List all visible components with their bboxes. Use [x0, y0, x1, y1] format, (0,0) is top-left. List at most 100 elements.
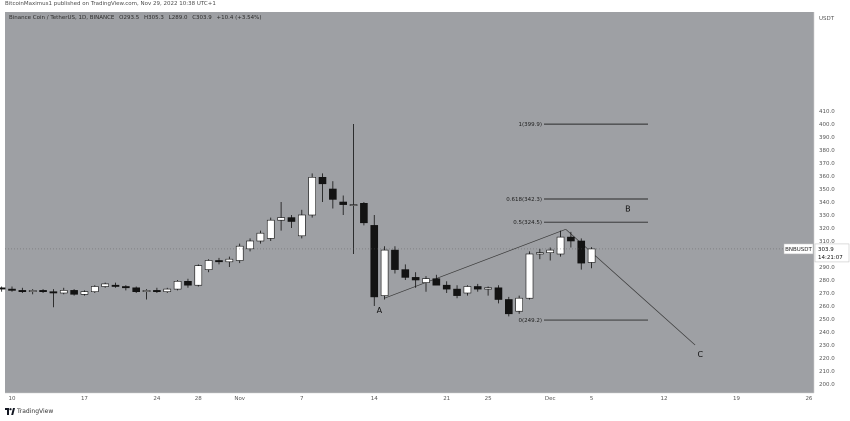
candle-body	[59, 290, 68, 294]
time-tick-label: 24	[153, 396, 160, 402]
price-tick-label: 200.0	[819, 382, 835, 388]
tradingview-footer[interactable]: TradingView	[5, 408, 53, 415]
time-tick-label: Dec	[545, 396, 556, 402]
ohlc-change: +10.4 (+3.54%)	[216, 15, 262, 21]
candle-body	[442, 284, 451, 290]
time-tick-label: 12	[661, 396, 668, 402]
candle-body	[28, 290, 37, 292]
candle-body	[546, 249, 555, 254]
wave-label: C	[697, 350, 703, 359]
price-tick-label: 410.0	[819, 109, 835, 115]
candle-body	[339, 201, 348, 205]
price-tick-label: 260.0	[819, 304, 835, 310]
candle-body	[111, 284, 120, 287]
candle-body	[567, 236, 575, 242]
candle-body	[101, 283, 109, 287]
symbol-title: Binance Coin / TetherUS, 1D, BINANCE	[9, 15, 115, 21]
price-tick-label: 310.0	[819, 239, 835, 245]
candle-body	[235, 245, 244, 261]
symbol-info: Binance Coin / TetherUS, 1D, BINANCE O29…	[9, 15, 265, 21]
candle-body	[39, 290, 47, 292]
candle-body	[91, 286, 99, 292]
price-tag-value: 303.9	[818, 247, 834, 253]
candle-body	[411, 277, 420, 281]
candle-body	[184, 280, 192, 286]
wave-label: B	[625, 205, 631, 214]
candle-body	[266, 219, 275, 239]
time-tick-label: 17	[81, 396, 88, 402]
candle-body	[484, 287, 492, 290]
candle-body	[577, 240, 586, 264]
candle-body	[18, 290, 27, 292]
candle-body	[587, 248, 596, 263]
candle-body	[297, 214, 306, 237]
wave-label: A	[377, 306, 383, 315]
price-tick-label: 280.0	[819, 278, 835, 284]
price-tick-label: 360.0	[819, 174, 835, 180]
time-tick-label: 21	[443, 396, 450, 402]
time-tick-label: 10	[9, 396, 16, 402]
price-tick-label: 380.0	[819, 148, 835, 154]
axis-currency-label: USDT	[819, 16, 835, 22]
candle-body	[132, 287, 140, 292]
candle-body	[49, 291, 58, 294]
candle-body	[463, 286, 472, 294]
candle-body	[70, 290, 78, 295]
candle-body	[287, 217, 296, 222]
time-tick-label: Nov	[234, 396, 245, 402]
candle-body	[556, 236, 565, 255]
time-tick-label: 14	[371, 396, 378, 402]
candle-body	[142, 290, 151, 292]
candle-body	[525, 253, 534, 299]
candle-body	[453, 288, 461, 296]
trend-line	[565, 229, 696, 346]
candle-body	[204, 260, 213, 270]
time-tick-label: 5	[590, 396, 594, 402]
price-tick-label: 400.0	[819, 122, 835, 128]
candle-body	[422, 278, 430, 283]
trend-line	[384, 228, 566, 299]
price-tick-label: 290.0	[819, 265, 835, 271]
candle-body	[277, 217, 285, 221]
candle-body	[318, 177, 327, 185]
ohlc-open: O293.5	[119, 15, 140, 21]
candle-body	[515, 297, 523, 312]
fib-level-label: 1(399.9)	[518, 122, 542, 128]
candle-body	[391, 249, 399, 270]
price-tag-countdown: 14:21:07	[818, 255, 843, 261]
price-tick-label: 270.0	[819, 291, 835, 297]
price-axis	[814, 12, 850, 393]
plot-area	[5, 12, 814, 393]
ohlc-high: H305.3	[144, 15, 164, 21]
fib-level-label: 0.618(342.3)	[506, 197, 542, 203]
candle-body	[329, 188, 337, 200]
candle-body	[194, 265, 203, 286]
ohlc-close: C303.9	[192, 15, 212, 21]
fib-level-label: 0.5(324.5)	[513, 220, 542, 226]
candle-body	[536, 252, 544, 255]
candle-body	[163, 288, 172, 293]
candle-body	[432, 278, 441, 286]
price-tick-label: 330.0	[819, 213, 835, 219]
time-tick-label: 26	[805, 396, 812, 402]
time-tick-label: 19	[733, 396, 740, 402]
candle-body	[0, 287, 6, 290]
price-tick-label: 340.0	[819, 200, 835, 206]
price-tick-label: 250.0	[819, 317, 835, 323]
time-tick-label: 28	[195, 396, 202, 402]
candle-body	[370, 225, 379, 298]
candle-body	[225, 258, 234, 263]
candle-body	[246, 240, 254, 250]
ohlc-low: L289.0	[168, 15, 188, 21]
candle-body	[256, 232, 265, 242]
candle-body	[80, 291, 89, 295]
price-tick-label: 210.0	[819, 369, 835, 375]
candle-body	[215, 260, 223, 263]
candle-body	[349, 204, 358, 206]
time-tick-label: 25	[485, 396, 492, 402]
price-tick-label: 240.0	[819, 330, 835, 336]
candle-body	[360, 203, 368, 224]
fib-level-label: 0(249.2)	[518, 318, 542, 324]
